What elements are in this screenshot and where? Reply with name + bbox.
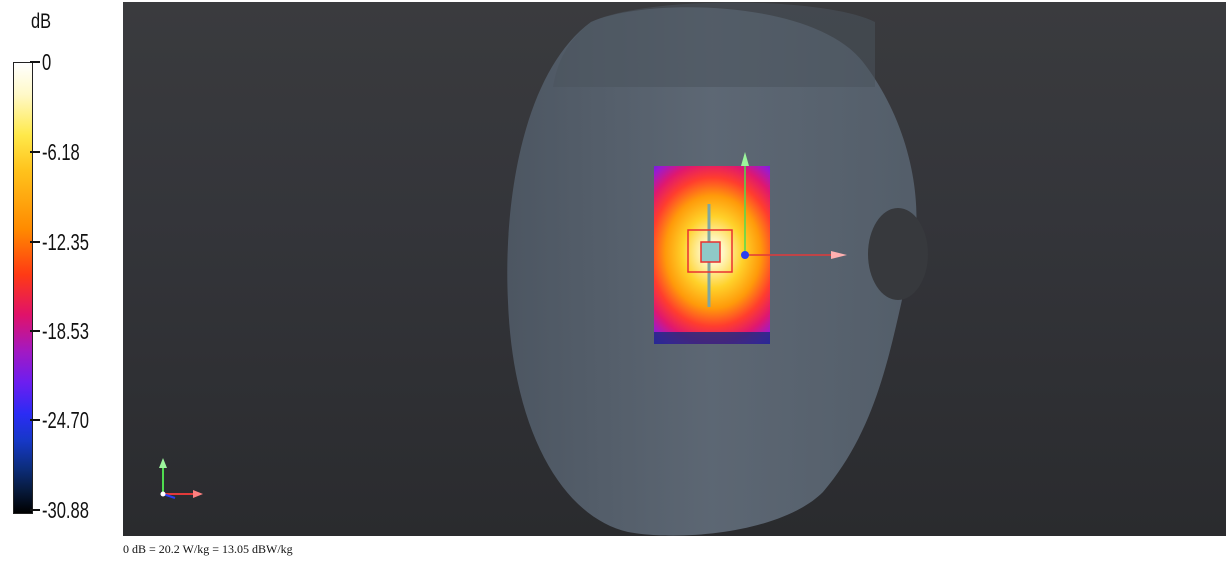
legend-tick-label: 0 <box>42 48 52 75</box>
legend-unit-label: dB <box>31 10 52 33</box>
legend-tick-label: -24.70 <box>42 406 89 433</box>
legend-tick-label: -30.88 <box>42 496 89 523</box>
legend-tick-label: -12.35 <box>42 228 89 255</box>
phantom-top-band <box>553 2 875 87</box>
legend-tick-label: -18.53 <box>42 317 89 344</box>
reference-level-text: 0 dB = 20.2 W/kg = 13.05 dBW/kg <box>123 542 293 556</box>
probe-origin <box>741 251 749 259</box>
zoom-scan-box-inner <box>700 241 721 263</box>
legend-tick-3: -18.53 <box>30 318 107 344</box>
3d-viewport[interactable] <box>123 2 1226 536</box>
probe-axis-x-arrow <box>831 251 847 259</box>
legend-tick-5: -30.88 <box>30 497 107 523</box>
zoom-scan-box-outer <box>687 229 733 273</box>
probe-axis-y-arrow <box>741 152 749 166</box>
color-scale-legend: dB 0 -6.18 -12.35 -18.53 -24.70 -30.88 <box>0 0 122 540</box>
legend-tick-0: 0 <box>30 49 55 75</box>
legend-tick-1: -6.18 <box>30 139 94 165</box>
legend-tick-label: -6.18 <box>42 138 80 165</box>
orientation-triad-icon <box>159 458 203 499</box>
legend-tick-2: -12.35 <box>30 229 107 255</box>
legend-gradient-bar <box>13 62 33 514</box>
ear-notch <box>868 208 928 300</box>
legend-tick-4: -24.70 <box>30 407 107 433</box>
scene-graphic <box>159 2 928 536</box>
